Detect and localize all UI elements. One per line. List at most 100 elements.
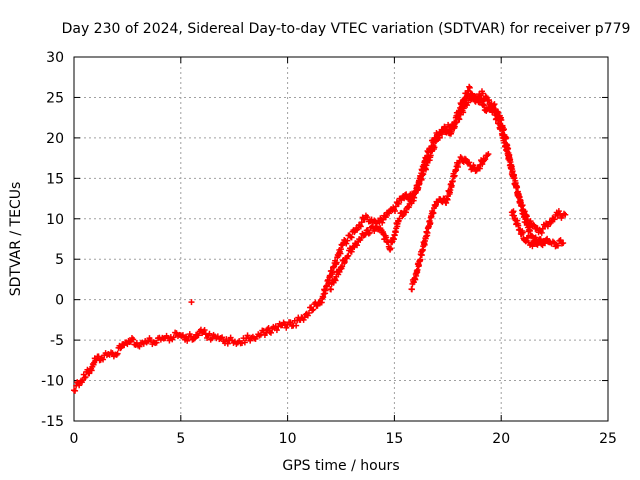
- late-arc-track-point: [485, 151, 492, 158]
- late-arc-track-point: [466, 159, 473, 166]
- secondary-track-point: [491, 101, 498, 108]
- secondary-track-point: [344, 253, 351, 260]
- main-track-point: [436, 134, 443, 141]
- main-track-point: [113, 351, 120, 358]
- main-track-point: [530, 221, 537, 228]
- main-track-point: [401, 195, 408, 202]
- low-tail-track-point: [544, 235, 551, 242]
- main-track-point: [166, 337, 173, 344]
- secondary-track-point: [339, 263, 346, 270]
- data-marks: [71, 83, 569, 394]
- main-track-point: [482, 93, 489, 100]
- late-arc-track-point: [457, 154, 464, 161]
- secondary-track-point: [508, 163, 515, 170]
- secondary-track-point: [428, 143, 435, 150]
- main-track-point: [206, 330, 213, 337]
- main-track-point: [72, 387, 79, 394]
- secondary-track-point: [507, 159, 514, 166]
- main-track-point: [130, 336, 137, 343]
- main-track-point: [114, 350, 121, 357]
- chart-title: Day 230 of 2024, Sidereal Day-to-day VTE…: [62, 21, 631, 37]
- low-tail-track-point: [537, 236, 544, 243]
- main-track-point: [555, 208, 562, 215]
- low-tail-track-point: [541, 240, 548, 247]
- x-tick-label: 25: [599, 431, 617, 447]
- low-tail-track-point: [560, 240, 567, 247]
- secondary-track-point: [472, 93, 479, 100]
- y-tick-label: 10: [46, 212, 64, 228]
- main-track-point: [170, 334, 177, 341]
- y-tick-label: 20: [46, 131, 64, 147]
- main-track-point: [287, 319, 294, 326]
- main-track-point: [219, 334, 226, 341]
- main-track-point: [241, 339, 248, 346]
- y-tick-label: 25: [46, 90, 64, 106]
- secondary-track-point: [373, 223, 380, 230]
- main-track-point: [273, 327, 280, 334]
- x-tick-label: 20: [492, 431, 510, 447]
- secondary-track-point: [387, 245, 394, 252]
- main-track-point: [562, 211, 569, 218]
- secondary-track-point: [498, 116, 505, 123]
- late-arc-track-point: [427, 220, 434, 227]
- main-track-point: [267, 329, 274, 336]
- secondary-track-point: [490, 102, 497, 109]
- main-track-point: [357, 223, 364, 230]
- main-track-point: [379, 219, 386, 226]
- main-track-point: [293, 322, 300, 329]
- low-tail-track-point: [519, 229, 526, 236]
- secondary-track-point: [415, 184, 422, 191]
- main-track-point: [201, 327, 208, 334]
- secondary-track-point: [348, 248, 355, 255]
- x-axis-label: GPS time / hours: [282, 458, 399, 474]
- main-track-point: [100, 356, 107, 363]
- secondary-track-point: [402, 209, 409, 216]
- main-track-point: [153, 339, 160, 346]
- main-track-point: [283, 324, 290, 331]
- main-track-point: [348, 234, 355, 241]
- main-track-point: [190, 336, 197, 343]
- main-track-point: [191, 335, 198, 342]
- secondary-track-point: [354, 242, 361, 249]
- late-arc-track-point: [414, 266, 421, 273]
- main-track-point: [394, 200, 401, 207]
- late-arc-track-point: [408, 286, 415, 293]
- secondary-track-point: [423, 153, 430, 160]
- secondary-track-point: [365, 230, 372, 237]
- main-track-point: [314, 302, 321, 309]
- late-arc-track-point: [417, 256, 424, 263]
- main-track-point: [244, 332, 251, 339]
- secondary-track-point: [366, 229, 373, 236]
- main-track-point: [145, 338, 152, 345]
- secondary-track-point: [358, 234, 365, 241]
- y-tick-label: 5: [55, 252, 64, 268]
- y-axis-label: SDTVAR / TECUs: [8, 182, 24, 297]
- y-tick-label: -15: [41, 414, 64, 430]
- main-track-point: [333, 259, 340, 266]
- x-tick-label: 5: [176, 431, 185, 447]
- main-track-point: [395, 200, 402, 207]
- y-tick-label: 15: [46, 171, 64, 187]
- x-tick-label: 0: [70, 431, 79, 447]
- secondary-track-point: [362, 231, 369, 238]
- late-arc-track-point: [468, 166, 475, 173]
- secondary-track-point: [495, 109, 502, 116]
- late-arc-track-point: [412, 276, 419, 283]
- secondary-track-point: [503, 135, 510, 142]
- low-tail-track-point: [524, 234, 531, 241]
- main-track-point: [538, 229, 545, 236]
- y-tick-label: 30: [46, 50, 64, 66]
- main-track-point: [310, 306, 317, 313]
- main-track-point: [360, 215, 367, 222]
- main-track-point: [305, 309, 312, 316]
- main-track-point: [344, 237, 351, 244]
- secondary-track-point: [399, 213, 406, 220]
- secondary-track-point: [465, 99, 472, 106]
- low-tail-track-point: [522, 238, 529, 245]
- secondary-track-point: [371, 227, 378, 234]
- secondary-track-point: [417, 175, 424, 182]
- secondary-track-point: [513, 184, 520, 191]
- secondary-track-point: [432, 135, 439, 142]
- main-track-point: [356, 222, 363, 229]
- main-track-point: [343, 240, 350, 247]
